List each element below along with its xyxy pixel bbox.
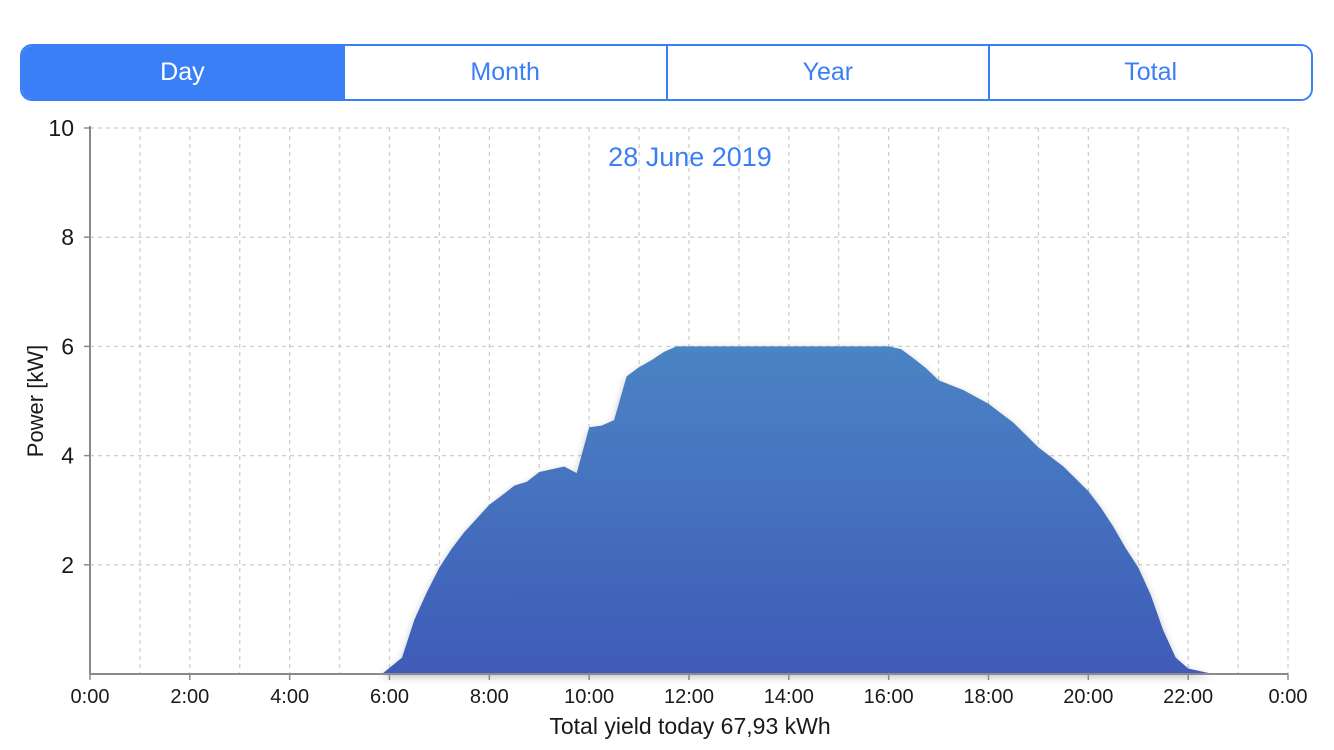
y-axis-label: Power [kW] — [23, 345, 48, 457]
total-yield-label: Total yield today 67,93 kWh — [549, 713, 830, 739]
y-tick-label: 4 — [61, 443, 74, 469]
x-tick-label: 14:00 — [764, 686, 814, 708]
tab-year[interactable]: Year — [665, 46, 989, 99]
tab-month[interactable]: Month — [342, 46, 666, 99]
x-tick-label: 22:00 — [1163, 686, 1213, 708]
y-tick-label: 6 — [61, 333, 74, 359]
x-tick-label: 8:00 — [470, 686, 509, 708]
x-tick-label: 12:00 — [664, 686, 714, 708]
y-tick-label: 2 — [61, 552, 74, 578]
x-tick-label: 18:00 — [963, 686, 1013, 708]
x-tick-label: 4:00 — [270, 686, 309, 708]
x-tick-label: 16:00 — [864, 686, 914, 708]
power-area-series — [382, 346, 1214, 674]
x-tick-label: 0:00 — [71, 686, 110, 708]
y-tick-label: 8 — [61, 224, 74, 250]
y-tick-label: 10 — [48, 115, 74, 141]
chart-title: 28 June 2019 — [608, 142, 772, 172]
x-tick-label: 6:00 — [370, 686, 409, 708]
x-tick-label: 10:00 — [564, 686, 614, 708]
x-tick-label: 2:00 — [170, 686, 209, 708]
x-tick-label: 20:00 — [1063, 686, 1113, 708]
tab-day[interactable]: Day — [22, 46, 343, 99]
x-tick-label: 0:00 — [1269, 686, 1308, 708]
period-segmented-control: Day Month Year Total — [20, 44, 1313, 101]
tab-total[interactable]: Total — [988, 46, 1311, 99]
